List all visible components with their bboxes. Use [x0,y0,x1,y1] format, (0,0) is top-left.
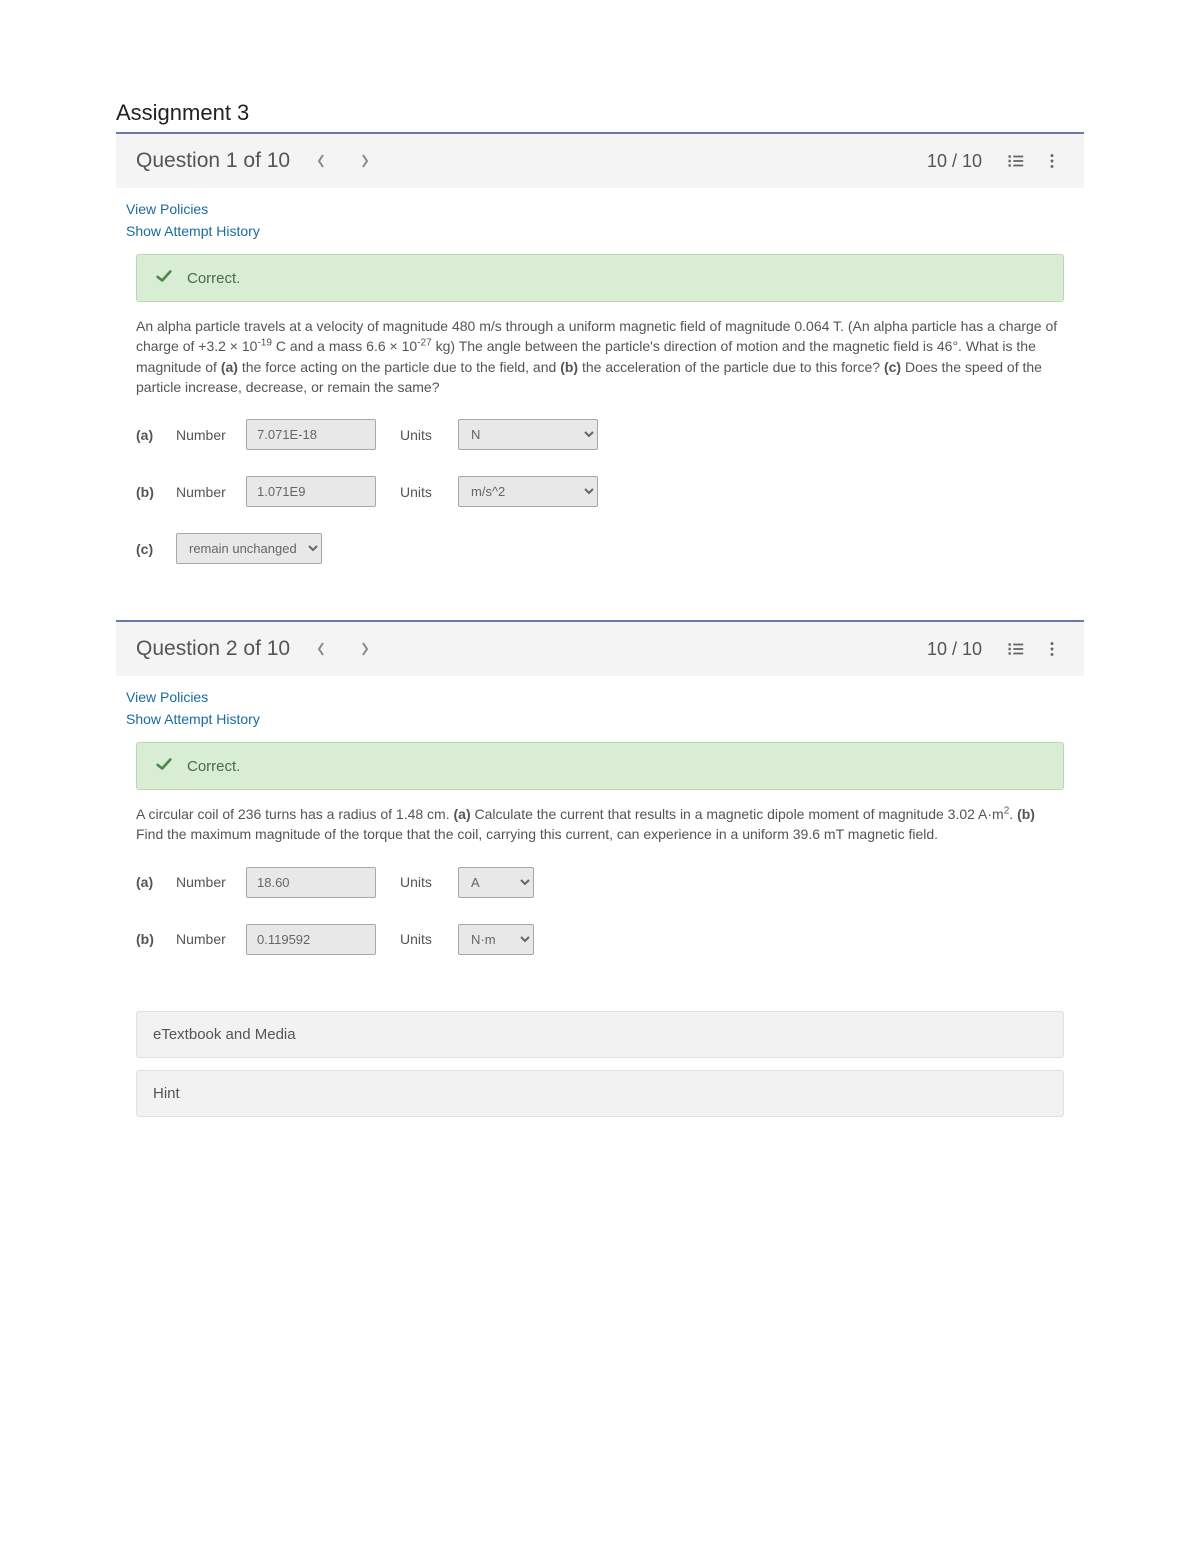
question-header: Question 2 of 10 10 / 10 [116,622,1084,676]
answer-row: (c) remain unchanged [136,533,1064,564]
prev-question-button[interactable] [308,148,334,174]
page: Assignment 3 Question 1 of 10 10 / 10 View… [0,0,1200,1117]
units-label: Units [400,874,444,890]
answer-choice[interactable]: remain unchanged [176,533,322,564]
question-body: An alpha particle travels at a velocity … [116,316,1084,620]
answer-units-select[interactable]: N·m [458,924,534,955]
question-links: View PoliciesShow Attempt History [116,676,1084,736]
status-text: Correct. [187,270,240,287]
number-label: Number [176,874,232,890]
question-score: 10 / 10 [927,151,982,172]
answer-units-select[interactable]: N [458,419,598,450]
status-text: Correct. [187,758,240,775]
answer-number-input[interactable] [246,476,376,507]
question-block: Question 2 of 10 10 / 10 View PoliciesShow… [116,622,1084,1117]
question-links: View PoliciesShow Attempt History [116,188,1084,248]
view-policies-link[interactable]: View Policies [126,686,1074,708]
check-icon [155,267,173,289]
view-policies-link[interactable]: View Policies [126,198,1074,220]
part-label: (b) [136,931,162,947]
part-label: (a) [136,427,162,443]
units-label: Units [400,427,444,443]
question-list-icon[interactable] [1004,149,1028,173]
answer-number-input[interactable] [246,419,376,450]
assignment-title: Assignment 3 [116,100,1084,134]
answer-number-input[interactable] [246,867,376,898]
answer-units-select[interactable]: A [458,867,534,898]
status-correct: Correct. [136,742,1064,790]
part-label: (c) [136,541,162,557]
question-score: 10 / 10 [927,639,982,660]
question-header: Question 1 of 10 10 / 10 [116,134,1084,188]
number-label: Number [176,427,232,443]
question-text: An alpha particle travels at a velocity … [136,316,1064,397]
more-menu-icon[interactable] [1040,637,1064,661]
question-title: Question 1 of 10 [136,149,290,173]
check-icon [155,755,173,777]
prev-question-button[interactable] [308,636,334,662]
hint-panel[interactable]: Hint [136,1070,1064,1117]
question-title: Question 2 of 10 [136,637,290,661]
show-attempt-history-link[interactable]: Show Attempt History [126,220,1074,242]
units-label: Units [400,931,444,947]
number-label: Number [176,484,232,500]
answer-row: (b) Number Units m/s^2 [136,476,1064,507]
more-menu-icon[interactable] [1040,149,1064,173]
question-text: A circular coil of 236 turns has a radiu… [136,804,1064,845]
question-block: Question 1 of 10 10 / 10 View PoliciesShow… [116,134,1084,622]
question-list-icon[interactable] [1004,637,1028,661]
show-attempt-history-link[interactable]: Show Attempt History [126,708,1074,730]
answer-row: (a) Number Units A [136,867,1064,898]
answer-row: (b) Number Units N·m [136,924,1064,955]
answer-row: (a) Number Units N [136,419,1064,450]
part-label: (b) [136,484,162,500]
status-correct: Correct. [136,254,1064,302]
questions-container: Question 1 of 1010 / 10View PoliciesShow… [116,134,1084,1117]
answer-units-select[interactable]: m/s^2 [458,476,598,507]
next-question-button[interactable] [352,148,378,174]
part-label: (a) [136,874,162,890]
number-label: Number [176,931,232,947]
answer-number-input[interactable] [246,924,376,955]
question-body: A circular coil of 236 turns has a radiu… [116,804,1084,1011]
next-question-button[interactable] [352,636,378,662]
etextbook-and-media-panel[interactable]: eTextbook and Media [136,1011,1064,1058]
units-label: Units [400,484,444,500]
